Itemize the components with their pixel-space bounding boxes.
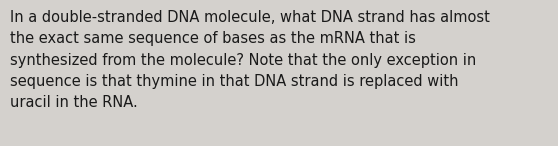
Text: In a double-stranded DNA molecule, what DNA strand has almost
the exact same seq: In a double-stranded DNA molecule, what … — [10, 10, 490, 110]
